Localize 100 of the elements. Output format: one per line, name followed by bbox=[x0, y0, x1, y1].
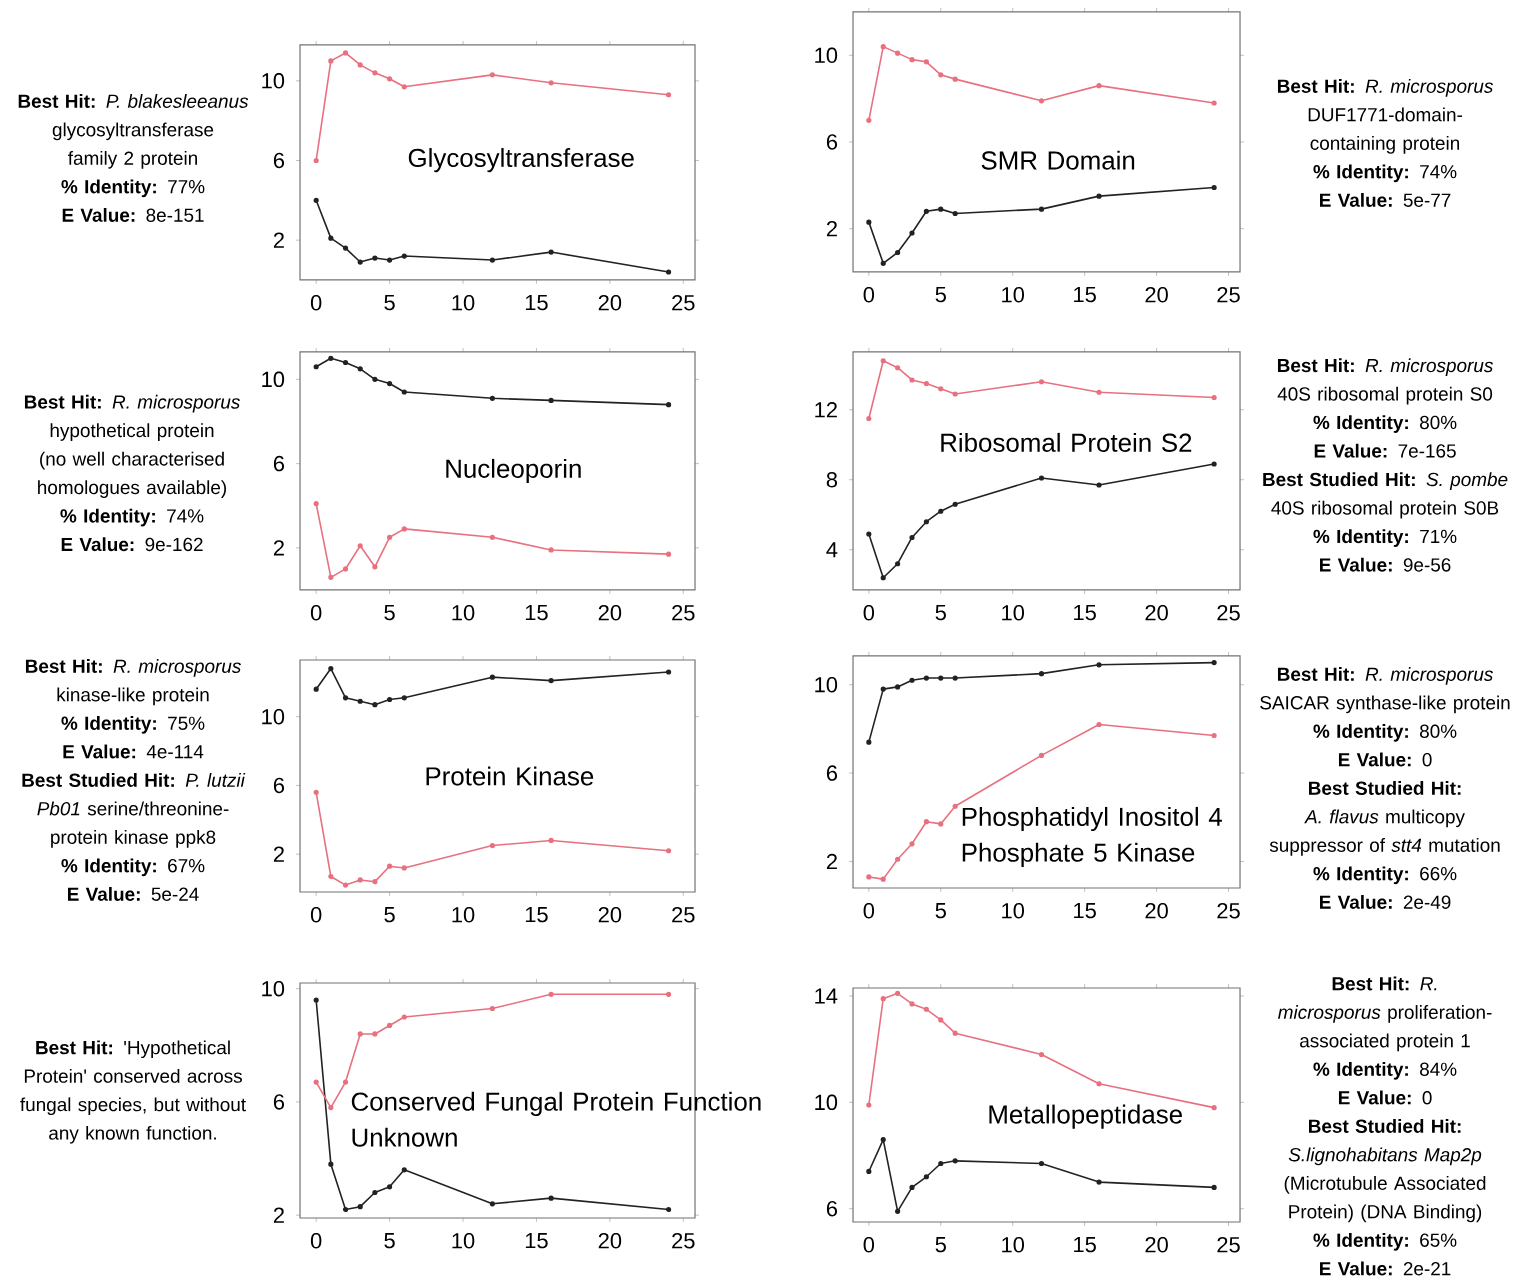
x-tick-label: 15 bbox=[1074, 903, 1096, 919]
point bbox=[895, 990, 901, 996]
point bbox=[895, 684, 901, 690]
x-tick-label: 20 bbox=[598, 1233, 622, 1249]
point bbox=[1096, 193, 1102, 199]
point bbox=[386, 534, 393, 540]
point bbox=[1096, 1179, 1102, 1185]
text: E Value: 2e-49 bbox=[1320, 894, 1451, 909]
point bbox=[1096, 389, 1102, 395]
point bbox=[909, 534, 915, 541]
point bbox=[1211, 1105, 1217, 1111]
point bbox=[895, 365, 901, 371]
x-tick-label: 0 bbox=[310, 1233, 322, 1249]
point bbox=[548, 80, 554, 86]
point bbox=[895, 249, 901, 256]
point bbox=[386, 696, 393, 703]
point bbox=[952, 1030, 958, 1036]
x-tick-label: 10 bbox=[452, 1233, 475, 1249]
point bbox=[895, 856, 901, 862]
text: Metallopeptidase bbox=[989, 1104, 1182, 1129]
x-tick-label: 15 bbox=[1074, 286, 1096, 303]
x-tick-label: 0 bbox=[863, 903, 875, 919]
point bbox=[342, 695, 349, 701]
point bbox=[328, 355, 334, 361]
text: Conserved Fungal Protein Function Unknown bbox=[351, 1091, 761, 1147]
x-tick-label: 5 bbox=[935, 903, 946, 919]
text: % Identity: 84% bbox=[1313, 1062, 1457, 1080]
text: Protein Kinase bbox=[426, 766, 594, 786]
x-tick-label: 5 bbox=[384, 907, 395, 923]
y-tick-label: 6 bbox=[273, 777, 285, 794]
x-tick-label: 10 bbox=[1002, 605, 1025, 621]
point bbox=[401, 1167, 407, 1173]
x-tick-label: 10 bbox=[452, 907, 475, 923]
point bbox=[909, 57, 915, 63]
x-tick-label: 10 bbox=[1002, 1237, 1025, 1253]
x-tick-label: 5 bbox=[384, 1233, 395, 1249]
point bbox=[952, 501, 958, 507]
point bbox=[1211, 461, 1217, 467]
point bbox=[665, 1206, 672, 1213]
point bbox=[548, 991, 554, 997]
y-tick-label: 2 bbox=[826, 221, 837, 237]
x-tick-label: 10 bbox=[452, 295, 475, 311]
text: E Value: 7e-165 bbox=[1314, 443, 1456, 458]
text: % Identity: 75% bbox=[61, 716, 205, 734]
text: E Value: 9e-56 bbox=[1320, 557, 1451, 572]
point bbox=[909, 1184, 915, 1191]
x-tick-label: 25 bbox=[1217, 287, 1240, 303]
x-tick-label: 25 bbox=[672, 605, 695, 621]
point bbox=[328, 665, 334, 672]
text: Best Hit: 'Hypothetical Protein' conserved across fungal species, but without any known function. bbox=[20, 1040, 246, 1144]
point bbox=[952, 675, 958, 681]
point bbox=[1038, 379, 1045, 385]
point bbox=[386, 1022, 393, 1029]
point bbox=[342, 1079, 349, 1085]
point bbox=[880, 996, 886, 1002]
point bbox=[665, 269, 672, 275]
text: E Value: 0 bbox=[1338, 1090, 1432, 1105]
point bbox=[342, 50, 349, 56]
point bbox=[342, 245, 349, 251]
point bbox=[866, 739, 872, 745]
point bbox=[548, 547, 554, 553]
point bbox=[313, 364, 319, 370]
point bbox=[665, 551, 672, 557]
point bbox=[1211, 184, 1217, 191]
point bbox=[1096, 83, 1102, 89]
point bbox=[866, 1168, 872, 1175]
y-tick-label: 6 bbox=[273, 455, 285, 472]
point bbox=[880, 260, 886, 266]
y-tick-label: 10 bbox=[815, 1094, 838, 1111]
y-tick-label: 12 bbox=[815, 402, 837, 418]
point bbox=[938, 508, 944, 514]
x-tick-label: 25 bbox=[672, 907, 695, 923]
point bbox=[401, 695, 407, 701]
point bbox=[1038, 206, 1045, 212]
x-tick-label: 5 bbox=[935, 286, 946, 303]
x-tick-label: 20 bbox=[598, 605, 622, 621]
point bbox=[952, 803, 958, 809]
point bbox=[313, 997, 319, 1003]
point bbox=[489, 72, 495, 78]
point bbox=[357, 259, 363, 265]
point bbox=[866, 117, 872, 123]
point bbox=[938, 386, 944, 392]
text: % Identity: 71% bbox=[1313, 529, 1457, 547]
point bbox=[386, 76, 393, 82]
point bbox=[923, 819, 929, 825]
x-tick-label: 5 bbox=[935, 605, 946, 621]
point bbox=[1096, 662, 1102, 668]
point bbox=[372, 1031, 378, 1037]
point bbox=[386, 380, 393, 387]
point bbox=[866, 874, 872, 880]
point bbox=[401, 865, 407, 871]
point bbox=[909, 377, 915, 383]
point bbox=[1038, 1160, 1045, 1167]
x-tick-label: 15 bbox=[1074, 1237, 1096, 1253]
point bbox=[895, 50, 901, 56]
text: Ribosomal Protein S2 bbox=[941, 432, 1192, 452]
point bbox=[357, 543, 363, 549]
point bbox=[372, 1189, 378, 1196]
text: % Identity: 74% bbox=[60, 508, 204, 527]
x-tick-label: 20 bbox=[598, 907, 622, 923]
